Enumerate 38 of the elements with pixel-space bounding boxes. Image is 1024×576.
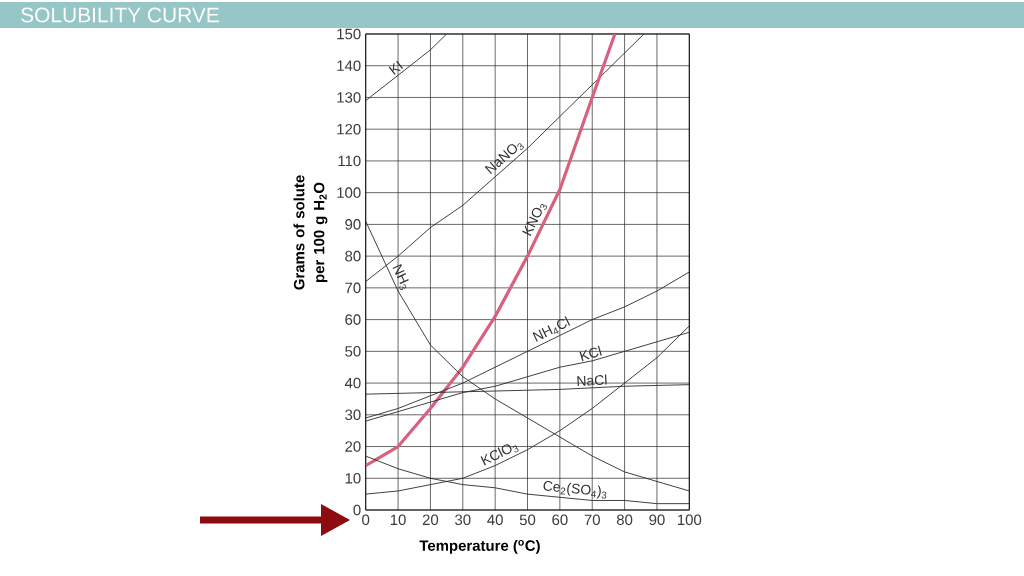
x-tick-label: 90 bbox=[649, 514, 665, 526]
y-tick-label: 140 bbox=[337, 60, 361, 72]
y-tick-label: 30 bbox=[345, 409, 361, 421]
x-tick-label: 0 bbox=[362, 514, 370, 526]
text: NH$_{3}$ bbox=[392, 263, 409, 291]
y-tick-label: 70 bbox=[345, 282, 361, 294]
y-tick-label: 130 bbox=[337, 92, 361, 103]
x-tick-label: 30 bbox=[455, 514, 471, 526]
line-series bbox=[365, 34, 617, 468]
text: KNO$_{3}$ bbox=[522, 204, 548, 236]
x-tick-label: 100 bbox=[677, 514, 702, 526]
y-tick-label: 120 bbox=[337, 123, 361, 135]
x-tick-label: 20 bbox=[422, 514, 439, 526]
y-tick-label: 80 bbox=[345, 250, 361, 262]
y-tick-label: 150 bbox=[337, 28, 361, 40]
text: KI bbox=[388, 60, 404, 75]
y-tick-label: 50 bbox=[345, 346, 361, 357]
y-tick-label: 90 bbox=[345, 219, 361, 230]
y-tick-label: 60 bbox=[345, 314, 361, 325]
text: NH$_{4}$Cl bbox=[532, 316, 571, 342]
x-tick-label: 70 bbox=[584, 514, 600, 526]
text: SOLUBILITY CURVE bbox=[21, 7, 219, 23]
y-tick-label: 110 bbox=[338, 155, 361, 167]
y-tick-label: 40 bbox=[344, 377, 361, 389]
y-tick-label: 100 bbox=[337, 187, 361, 198]
y-tick-label: 0 bbox=[353, 504, 361, 516]
x-tick-label: 40 bbox=[487, 514, 503, 526]
x-tick-label: 80 bbox=[616, 514, 633, 526]
y-tick-label: 20 bbox=[345, 441, 361, 452]
text: Ce$_{2}$(SO$_{4}$)$_{3}$ bbox=[543, 481, 607, 499]
x-tick-label: 10 bbox=[390, 514, 406, 526]
x-axis-title: Temperature ($^{o}$C) bbox=[419, 539, 540, 554]
y-tick-label: 10 bbox=[345, 472, 361, 484]
text: KCl bbox=[579, 345, 602, 362]
x-tick-label: 60 bbox=[552, 514, 568, 526]
series-label: NaCl bbox=[577, 374, 607, 386]
text: KClO$_{3}$ bbox=[480, 444, 519, 466]
x-tick-label: 50 bbox=[519, 514, 536, 526]
